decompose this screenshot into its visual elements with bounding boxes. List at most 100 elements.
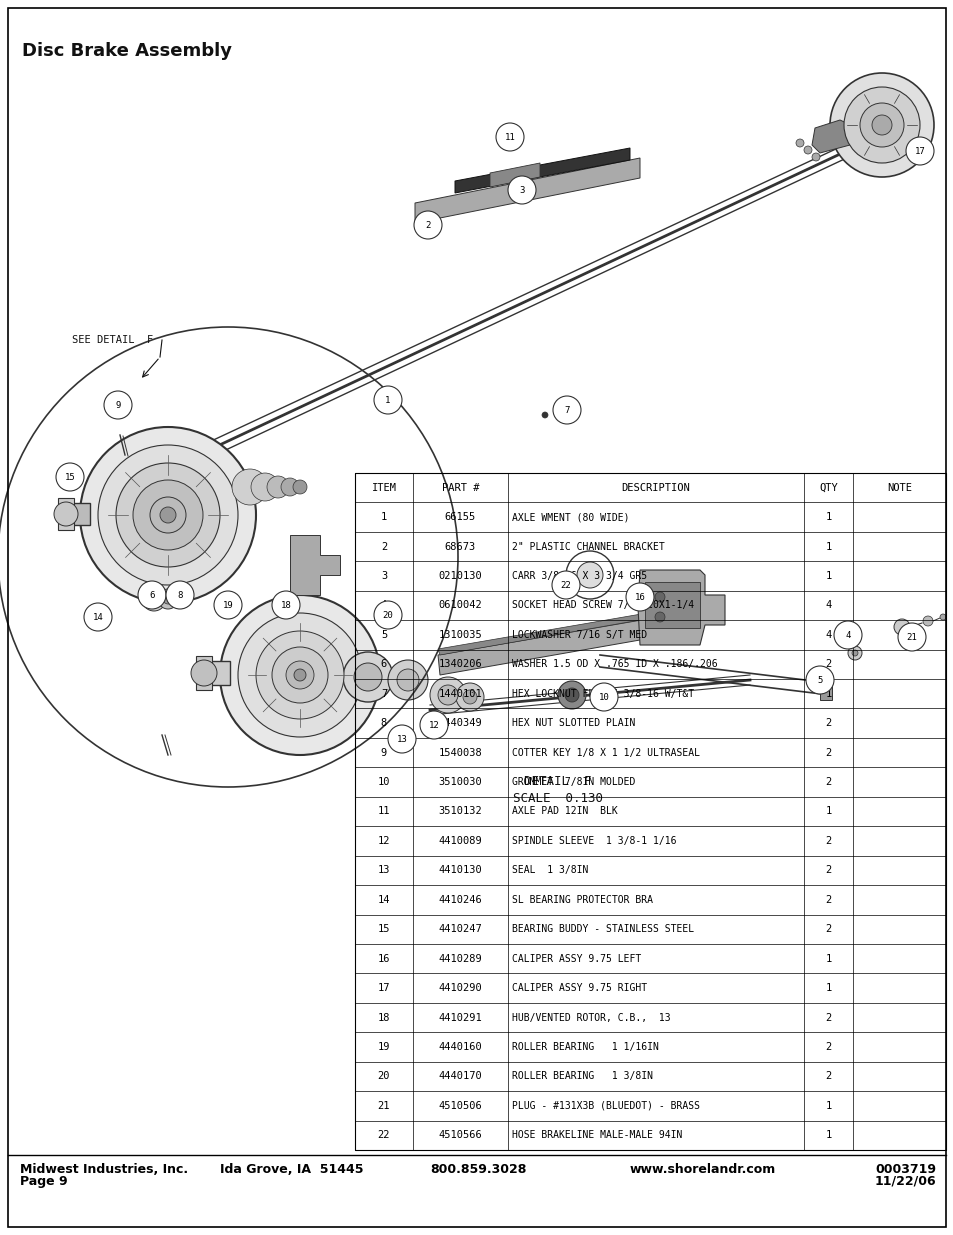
Circle shape <box>293 480 307 494</box>
Text: ITEM: ITEM <box>371 483 396 493</box>
Circle shape <box>871 115 891 135</box>
Circle shape <box>829 73 933 177</box>
Circle shape <box>655 592 664 601</box>
Text: 4410291: 4410291 <box>438 1013 482 1023</box>
Circle shape <box>811 153 820 161</box>
Text: SL BEARING PROTECTOR BRA: SL BEARING PROTECTOR BRA <box>512 895 652 905</box>
Circle shape <box>343 652 393 701</box>
Text: 0210130: 0210130 <box>438 571 482 580</box>
Circle shape <box>843 86 919 163</box>
Text: 21: 21 <box>377 1100 390 1110</box>
Text: SEE DETAIL  F: SEE DETAIL F <box>71 335 153 345</box>
Text: 1: 1 <box>824 983 831 993</box>
Text: 1: 1 <box>824 953 831 963</box>
Text: AXLE PAD 12IN  BLK: AXLE PAD 12IN BLK <box>512 806 618 816</box>
Polygon shape <box>437 613 681 676</box>
Text: 3: 3 <box>518 185 524 194</box>
Circle shape <box>54 501 78 526</box>
Text: 1440349: 1440349 <box>438 719 482 729</box>
Text: DESCRIPTION: DESCRIPTION <box>621 483 690 493</box>
Circle shape <box>148 593 160 605</box>
Text: 10: 10 <box>598 693 609 701</box>
Text: 9: 9 <box>115 400 121 410</box>
Text: 2: 2 <box>824 866 831 876</box>
Circle shape <box>213 592 242 619</box>
Text: 2: 2 <box>824 836 831 846</box>
Polygon shape <box>811 120 854 153</box>
Text: Disc Brake Assembly: Disc Brake Assembly <box>22 42 232 61</box>
Text: 3510030: 3510030 <box>438 777 482 787</box>
Circle shape <box>172 590 191 608</box>
Text: 4510506: 4510506 <box>438 1100 482 1110</box>
Circle shape <box>388 725 416 753</box>
Text: 1: 1 <box>824 571 831 580</box>
Text: 2: 2 <box>824 1013 831 1023</box>
Text: 5: 5 <box>817 676 821 684</box>
Circle shape <box>396 669 418 692</box>
Circle shape <box>939 614 945 620</box>
Text: CALIPER ASSY 9.75 RIGHT: CALIPER ASSY 9.75 RIGHT <box>512 983 646 993</box>
Text: 19: 19 <box>377 1042 390 1052</box>
Polygon shape <box>437 606 681 655</box>
Circle shape <box>160 508 175 522</box>
Text: Page 9: Page 9 <box>20 1174 68 1188</box>
Circle shape <box>286 661 314 689</box>
Text: 2: 2 <box>824 1042 831 1052</box>
Text: www.shorelandr.com: www.shorelandr.com <box>629 1163 776 1176</box>
Circle shape <box>220 595 379 755</box>
Text: 68673: 68673 <box>444 542 476 552</box>
Circle shape <box>281 478 298 496</box>
Text: 4410289: 4410289 <box>438 953 482 963</box>
Text: 22: 22 <box>377 1130 390 1140</box>
Circle shape <box>805 666 833 694</box>
Circle shape <box>847 646 862 659</box>
Text: 17: 17 <box>914 147 924 156</box>
Text: 6: 6 <box>380 659 387 669</box>
Bar <box>355 473 945 1150</box>
Text: 6: 6 <box>150 590 154 599</box>
Circle shape <box>625 583 654 611</box>
Text: DETAIL  F: DETAIL F <box>524 776 591 788</box>
Text: 4: 4 <box>824 630 831 640</box>
Text: 2: 2 <box>824 895 831 905</box>
Text: 18: 18 <box>280 600 291 610</box>
Text: 14: 14 <box>92 613 103 621</box>
Text: 4410247: 4410247 <box>438 924 482 934</box>
Text: 5: 5 <box>380 630 387 640</box>
Text: 7: 7 <box>564 405 569 415</box>
Circle shape <box>577 562 602 588</box>
Circle shape <box>251 473 278 501</box>
Circle shape <box>388 659 428 700</box>
Circle shape <box>374 387 401 414</box>
Polygon shape <box>490 163 539 186</box>
Text: SCALE  0.130: SCALE 0.130 <box>513 792 602 805</box>
Text: 2: 2 <box>380 542 387 552</box>
Circle shape <box>841 632 847 638</box>
Text: HEX NUT SLOTTED PLAIN: HEX NUT SLOTTED PLAIN <box>512 719 635 729</box>
Text: 1540038: 1540038 <box>438 747 482 757</box>
Circle shape <box>84 603 112 631</box>
Text: 18: 18 <box>377 1013 390 1023</box>
Text: 1340206: 1340206 <box>438 659 482 669</box>
Text: 11: 11 <box>504 132 515 142</box>
Circle shape <box>166 580 193 609</box>
Text: 1440101: 1440101 <box>438 689 482 699</box>
Text: 2: 2 <box>824 747 831 757</box>
Text: 2: 2 <box>824 1072 831 1082</box>
Circle shape <box>851 650 857 656</box>
Circle shape <box>191 659 216 685</box>
Text: HOSE BRAKELINE MALE-MALE 94IN: HOSE BRAKELINE MALE-MALE 94IN <box>512 1130 681 1140</box>
Circle shape <box>655 613 664 622</box>
Bar <box>644 582 700 629</box>
Text: SOCKET HEAD SCREW 7/16-20X1-1/4: SOCKET HEAD SCREW 7/16-20X1-1/4 <box>512 600 694 610</box>
Circle shape <box>837 629 851 642</box>
Circle shape <box>116 463 220 567</box>
Text: HEX LOCKNUT FLANGE 3/8-16 W/T&T: HEX LOCKNUT FLANGE 3/8-16 W/T&T <box>512 689 694 699</box>
Text: SEAL  1 3/8IN: SEAL 1 3/8IN <box>512 866 588 876</box>
Text: 4: 4 <box>824 600 831 610</box>
Text: 4440170: 4440170 <box>438 1072 482 1082</box>
Text: 20: 20 <box>382 610 393 620</box>
Text: 1: 1 <box>380 513 387 522</box>
Circle shape <box>178 595 186 603</box>
Text: 2: 2 <box>824 924 831 934</box>
